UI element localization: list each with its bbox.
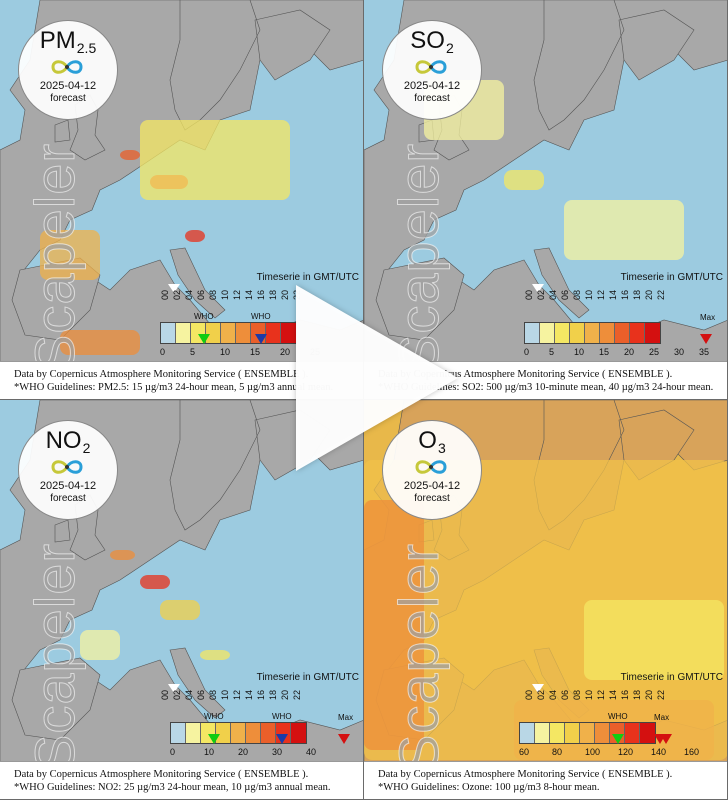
brand-watermark: Scapeler: [23, 142, 87, 372]
hour-ticks[interactable]: 00 02 04 06 08 10 12 14 16 18 20 22: [524, 690, 674, 718]
current-time-marker-icon[interactable]: [532, 684, 544, 693]
max-marker-icon: [654, 734, 666, 744]
pollutant-badge: SO2 2025-04-12 forecast: [382, 20, 482, 120]
current-time-marker-icon[interactable]: [168, 284, 180, 293]
footer-source: Data by Copernicus Atmosphere Monitoring…: [378, 369, 673, 380]
scale-value: 25: [649, 347, 660, 357]
max-label: Max: [338, 713, 354, 722]
max-marker-icon: [700, 334, 712, 344]
scale-value: 40: [306, 747, 317, 757]
scale-value: 10: [574, 347, 585, 357]
pollutant-title: NO2: [45, 427, 91, 456]
forecast-date: 2025-04-12: [403, 80, 461, 92]
who-marker-icon: [276, 734, 288, 744]
max-marker-icon: [338, 734, 350, 744]
color-scale: [524, 322, 661, 344]
scale-value: 60: [519, 747, 530, 757]
copernicus-logo-icon: [51, 460, 83, 474]
who-marker-icon: [612, 734, 624, 744]
scale-value: 30: [674, 347, 685, 357]
scale-value: 20: [238, 747, 249, 757]
who-marker-icon: [208, 734, 220, 744]
who-marker-icon: [198, 334, 210, 344]
forecast-date: 2025-04-12: [39, 480, 97, 492]
who-label: WHO: [204, 712, 224, 721]
footer-source: Data by Copernicus Atmosphere Monitoring…: [378, 769, 673, 780]
hour-tick: 22: [292, 690, 302, 701]
copernicus-logo-icon: [51, 60, 83, 74]
hour-tick: 22: [656, 290, 666, 301]
max-label: Max: [700, 313, 716, 322]
hour-tick: 22: [656, 690, 666, 701]
who-marker-icon: [660, 734, 672, 744]
scale-value: 100: [585, 747, 601, 757]
color-scale: [519, 722, 656, 744]
scale-values: 60 80 100 120 140 160: [519, 747, 719, 759]
forecast-status: forecast: [414, 93, 450, 104]
who-marker-icon: [255, 334, 267, 344]
who-label: WHO: [272, 712, 292, 721]
panel-pm25: Scapeler PM2.5 2025-04-12 forecast Times…: [0, 0, 364, 400]
scale-value: 10: [204, 747, 215, 757]
current-time-marker-icon[interactable]: [168, 684, 180, 693]
who-label: WHO: [608, 712, 628, 721]
footer-source: Data by Copernicus Atmosphere Monitoring…: [14, 369, 309, 380]
scale-values: 0 5 10 15 20 25 30 35: [524, 347, 724, 359]
scale-value: 140: [651, 747, 667, 757]
who-label: WHO: [194, 312, 214, 321]
forecast-status: forecast: [414, 493, 450, 504]
footer-who-guidelines: *WHO Guidelines: SO2: 500 µg/m3 10-minut…: [378, 382, 714, 393]
scale-value: 20: [624, 347, 635, 357]
footer-who-guidelines: *WHO Guidelines: PM2.5: 15 µg/m3 24-hour…: [14, 382, 334, 393]
footer-who-guidelines: *WHO Guidelines: Ozone: 100 µg/m3 8-hour…: [378, 782, 600, 793]
timeserie-label: Timeserie in GMT/UTC: [256, 272, 359, 283]
panel-no2: Scapeler NO2 2025-04-12 forecast Timeser…: [0, 400, 364, 800]
scale-value: 5: [549, 347, 555, 357]
color-scale: [160, 322, 297, 344]
max-label: Max: [654, 713, 670, 722]
footer-who-guidelines: *WHO Guidelines: NO2: 25 µg/m3 24-hour m…: [14, 782, 331, 793]
copernicus-logo-icon: [415, 60, 447, 74]
scale-value: 120: [618, 747, 634, 757]
scale-value: 10: [220, 347, 231, 357]
pollutant-badge: NO2 2025-04-12 forecast: [18, 420, 118, 520]
timeserie-label: Timeserie in GMT/UTC: [620, 272, 723, 283]
play-icon: [296, 285, 458, 471]
scale-value: 80: [552, 747, 563, 757]
scale-value: 15: [599, 347, 610, 357]
data-credit-footer: Data by Copernicus Atmosphere Monitoring…: [0, 761, 363, 799]
forecast-date: 2025-04-12: [403, 480, 461, 492]
scale-value: 0: [170, 747, 176, 757]
data-credit-footer: Data by Copernicus Atmosphere Monitoring…: [364, 761, 727, 799]
play-button[interactable]: [290, 280, 460, 475]
scale-value: 0: [524, 347, 530, 357]
hour-ticks[interactable]: 00 02 04 06 08 10 12 14 16 18 20 22: [160, 290, 310, 318]
timeserie-label: Timeserie in GMT/UTC: [620, 672, 723, 683]
scale-value: 160: [684, 747, 700, 757]
scale-values: 0 10 20 30 40: [170, 747, 363, 759]
scale-value: 5: [190, 347, 196, 357]
current-time-marker-icon[interactable]: [532, 284, 544, 293]
brand-watermark: Scapeler: [23, 542, 87, 772]
brand-watermark: Scapeler: [387, 542, 451, 772]
who-label: WHO: [251, 312, 271, 321]
scale-value: 30: [272, 747, 283, 757]
forecast-status: forecast: [50, 493, 86, 504]
footer-source: Data by Copernicus Atmosphere Monitoring…: [14, 769, 309, 780]
scale-value: 15: [250, 347, 261, 357]
pollutant-badge: PM2.5 2025-04-12 forecast: [18, 20, 118, 120]
scale-value: 0: [160, 347, 166, 357]
pollutant-title: SO2: [410, 27, 454, 56]
hour-ticks[interactable]: 00 02 04 06 08 10 12 14 16 18 20 22: [524, 290, 674, 318]
scale-value: 35: [699, 347, 710, 357]
forecast-status: forecast: [50, 93, 86, 104]
forecast-date: 2025-04-12: [39, 80, 97, 92]
pollutant-title: PM2.5: [39, 27, 97, 56]
timeserie-label: Timeserie in GMT/UTC: [256, 672, 359, 683]
scale-value: 20: [280, 347, 291, 357]
